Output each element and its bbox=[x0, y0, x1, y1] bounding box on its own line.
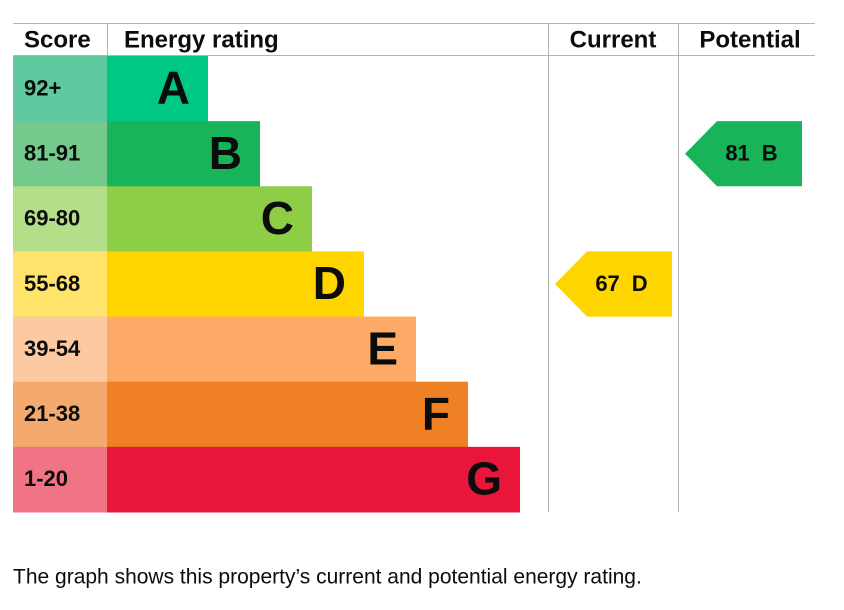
band-letter: F bbox=[422, 387, 450, 439]
caption: The graph shows this property’s current … bbox=[13, 566, 642, 589]
current-value: 67 bbox=[595, 271, 619, 296]
band-letter: C bbox=[261, 192, 294, 244]
score-label: 1-20 bbox=[24, 466, 68, 491]
score-label: 39-54 bbox=[24, 336, 81, 361]
score-cell bbox=[13, 121, 107, 187]
score-cell bbox=[13, 56, 107, 122]
current-arrow bbox=[555, 251, 672, 317]
band-letter: A bbox=[157, 62, 190, 114]
band-letter: D bbox=[313, 257, 346, 309]
score-cell bbox=[13, 186, 107, 252]
score-label: 55-68 bbox=[24, 271, 80, 296]
score-cell bbox=[13, 446, 107, 513]
current-label: 67 D bbox=[595, 271, 647, 296]
potential-label: 81 B bbox=[725, 141, 777, 166]
header-current: Current bbox=[570, 26, 657, 53]
potential-value: 81 bbox=[725, 141, 749, 166]
rating-bar bbox=[107, 251, 364, 318]
header-score: Score bbox=[24, 26, 91, 53]
score-label: 81-91 bbox=[24, 141, 80, 166]
header-potential: Potential bbox=[699, 26, 800, 53]
rating-bar bbox=[107, 56, 208, 122]
header-energy-rating: Energy rating bbox=[124, 26, 279, 53]
score-label: 69-80 bbox=[24, 206, 80, 231]
score-label: 92+ bbox=[24, 75, 61, 100]
rating-bar bbox=[107, 381, 468, 448]
potential-letter: B bbox=[762, 141, 778, 166]
score-cell bbox=[13, 381, 107, 448]
score-label: 21-38 bbox=[24, 401, 80, 426]
score-cell bbox=[13, 251, 107, 318]
score-cell bbox=[13, 316, 107, 383]
rating-bar bbox=[107, 446, 520, 513]
current-letter: D bbox=[632, 271, 648, 296]
rating-bar bbox=[107, 186, 312, 252]
band-letter: G bbox=[466, 453, 502, 505]
potential-arrow bbox=[685, 121, 802, 187]
band-letter: E bbox=[367, 322, 398, 374]
rating-bar bbox=[107, 316, 416, 383]
rating-bar bbox=[107, 121, 260, 187]
band-letter: B bbox=[209, 127, 242, 179]
